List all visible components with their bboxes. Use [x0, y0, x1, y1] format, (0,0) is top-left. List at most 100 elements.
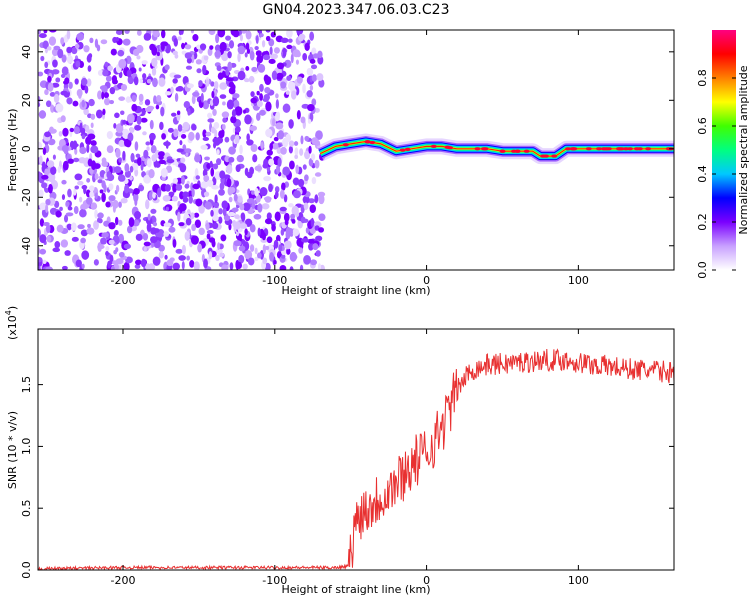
spectrogram-noise-blob	[126, 225, 133, 234]
spectrogram-noise-blob	[191, 94, 196, 105]
spectrogram-noise-blob	[284, 240, 292, 250]
spectrogram-track-peak	[633, 147, 640, 151]
spectrogram-y-tick-label: 40	[20, 45, 33, 59]
spectrogram-noise-blob	[190, 30, 194, 34]
spectrogram-x-tick-label: -100	[262, 274, 287, 287]
spectrogram-noise-blob	[234, 106, 243, 116]
spectrogram-noise-blob	[257, 252, 262, 259]
spectrogram-noise-blob	[203, 55, 209, 61]
spectrogram-noise-blob	[275, 122, 284, 130]
spectrogram-noise-blob	[39, 234, 47, 244]
spectrogram-noise-blob	[310, 259, 318, 266]
spectrogram-noise-blob	[303, 202, 309, 210]
spectrogram-noise-blob	[152, 77, 158, 88]
spectrogram-noise-blob	[75, 60, 81, 68]
spectrogram-noise-blob	[251, 202, 256, 210]
spectrogram-noise-blob	[112, 79, 118, 85]
spectrogram-noise-blob	[118, 219, 123, 226]
spectrogram-noise-blob	[60, 90, 69, 96]
spectrogram-noise-blob	[62, 127, 69, 137]
spectrogram-noise-blob	[268, 158, 275, 166]
spectrogram-noise-blob	[178, 222, 185, 227]
spectrogram-noise-blob	[66, 97, 73, 105]
spectrogram-track-peak	[542, 154, 549, 158]
spectrogram-noise-blob	[249, 224, 256, 233]
spectrogram-noise-blob	[278, 244, 283, 252]
spectrogram-noise-blob	[213, 201, 220, 209]
spectrogram-noise-blob	[302, 164, 307, 170]
spectrogram-noise-blob	[71, 46, 78, 55]
spectrogram-noise-blob	[315, 130, 323, 141]
spectrogram-noise-blob	[115, 123, 124, 134]
spectrogram-noise-blob	[52, 59, 58, 68]
spectrogram-track-peak	[364, 140, 371, 144]
spectrogram-noise-blob	[120, 110, 125, 115]
spectrogram-noise-blob	[39, 248, 47, 255]
spectrogram-noise-blob	[84, 85, 89, 94]
spectrogram-noise-blob	[46, 160, 55, 168]
spectrogram-noise-blob	[152, 228, 160, 233]
snr-y-label: SNR (10 * v/v)	[6, 411, 19, 489]
spectrogram-noise-blob	[87, 65, 92, 72]
spectrogram-noise-blob	[122, 119, 127, 125]
spectrogram-noise-blob	[182, 196, 189, 203]
spectrogram-noise-blob	[237, 70, 246, 81]
spectrogram-noise-blob	[259, 83, 264, 92]
spectrogram-noise-blob	[46, 235, 52, 243]
spectrogram-noise-blob	[217, 72, 224, 80]
spectrogram-noise-blob	[265, 128, 273, 138]
spectrogram-noise-blob	[72, 100, 79, 107]
spectrogram-noise-blob	[222, 124, 226, 131]
spectrogram-x-label: Height of straight line (km)	[281, 284, 430, 297]
spectrogram-noise-blob	[212, 108, 217, 116]
snr-frame	[37, 328, 675, 571]
spectrogram-noise-blob	[134, 168, 139, 177]
spectrogram-noise-blob	[74, 173, 83, 181]
spectrogram-noise-blob	[231, 109, 236, 118]
spectrogram-noise-blob	[38, 71, 44, 77]
spectrogram-noise-blob	[47, 82, 54, 92]
spectrogram-noise-blob	[42, 259, 47, 264]
spectrogram-noise-blob	[90, 140, 97, 147]
spectrogram-noise-blob	[170, 86, 174, 94]
spectrogram-noise-blob	[268, 183, 273, 193]
spectrogram-noise-blob	[247, 257, 255, 266]
spectrogram-noise-blob	[255, 50, 262, 57]
spectrogram-noise-blob	[275, 164, 281, 175]
spectrogram-noise-blob	[94, 173, 99, 180]
spectrogram-noise-blob	[192, 91, 200, 97]
spectrogram-noise-blob	[44, 131, 51, 138]
spectrogram-noise-blob	[286, 30, 293, 39]
spectrogram-noise-blob	[76, 89, 83, 97]
spectrogram-noise-blob	[315, 235, 323, 242]
spectrogram-noise-blob	[88, 98, 95, 107]
spectrogram-noise-blob	[277, 130, 285, 140]
spectrogram-noise-blob	[304, 42, 310, 51]
spectrogram-noise-blob	[298, 247, 304, 254]
spectrogram-noise-blob	[229, 262, 234, 270]
spectrogram-track-peak	[571, 147, 578, 151]
spectrogram-noise-blob	[205, 79, 210, 87]
spectrogram-noise-blob	[49, 92, 56, 97]
spectrogram-noise-blob	[180, 134, 187, 139]
spectrogram-noise-blob	[101, 192, 106, 203]
spectrogram-noise-blob	[219, 170, 226, 179]
spectrogram-noise-blob	[38, 256, 43, 263]
spectrogram-noise-blob	[138, 93, 144, 102]
spectrogram-noise-blob	[318, 227, 325, 233]
spectrogram-noise-blob	[160, 106, 165, 117]
spectrogram-noise-blob	[207, 118, 215, 123]
spectrogram-noise-blob	[305, 227, 310, 234]
spectrogram-noise-blob	[224, 136, 230, 143]
spectrogram-noise-blob	[306, 67, 314, 76]
spectrogram-noise-blob	[135, 153, 141, 158]
spectrogram-noise-blob	[279, 189, 285, 199]
spectrogram-noise-blob	[102, 69, 109, 77]
spectrogram-noise-blob	[218, 189, 225, 196]
spectrogram-noise-blob	[161, 133, 166, 140]
spectrogram-noise-blob	[181, 244, 186, 255]
spectrogram-noise-blob	[86, 227, 95, 235]
spectrogram-noise-blob	[106, 145, 114, 154]
spectrogram-noise-blob	[69, 127, 75, 133]
